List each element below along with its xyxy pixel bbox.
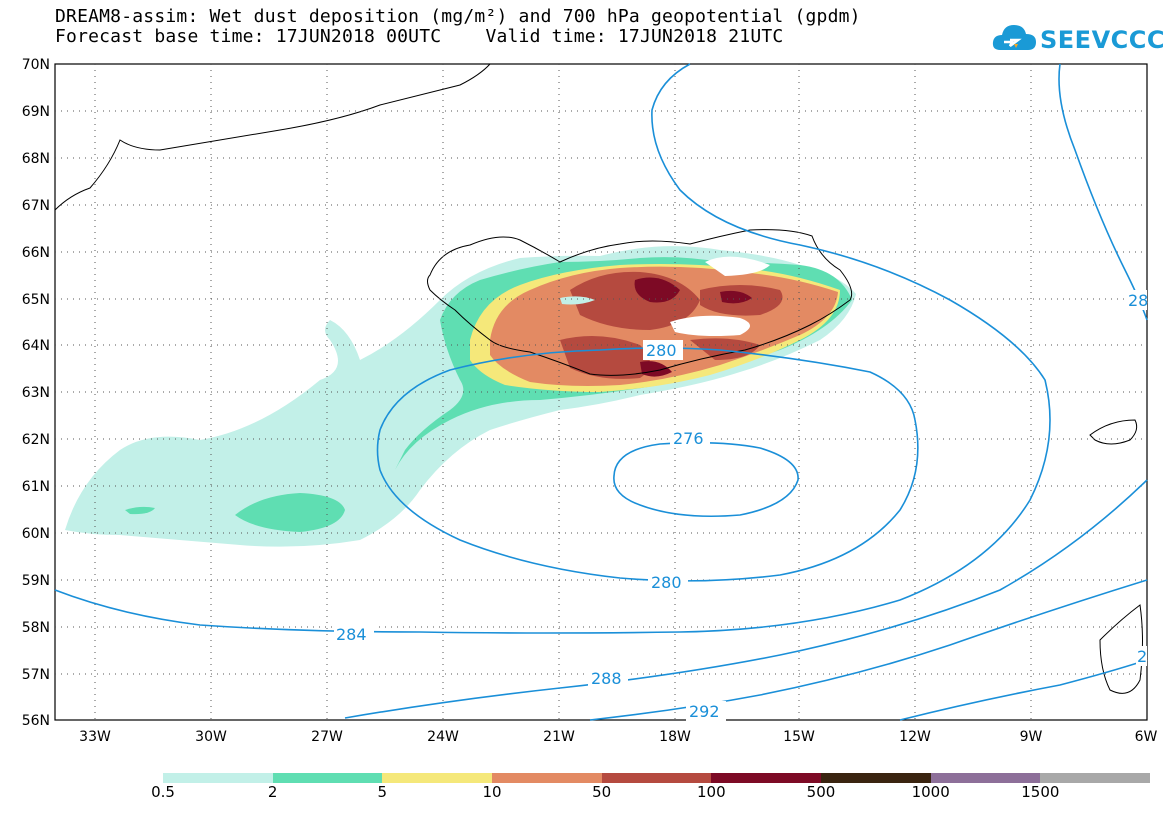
lon-label: 18W xyxy=(659,729,691,745)
logo-text: SEEVCCC xyxy=(1040,26,1165,54)
coastlines xyxy=(54,63,1143,694)
contour-label-292: 292 xyxy=(689,702,720,721)
legend-labels: 0.5 2 5 10 50 100 500 1000 1500 xyxy=(0,783,1175,807)
latitude-labels: 70N 69N 68N 67N 66N 65N 64N 63N 62N 61N … xyxy=(22,57,50,729)
legend-swatch-4 xyxy=(601,773,712,783)
legend-label: 5 xyxy=(377,783,388,801)
legend-label: 0.5 xyxy=(151,783,175,801)
lon-label: 21W xyxy=(543,729,575,745)
legend-label: 500 xyxy=(806,783,836,801)
lat-label: 56N xyxy=(22,713,50,729)
contour-276 xyxy=(613,441,799,518)
contour-label-288: 288 xyxy=(591,669,622,688)
lat-label: 68N xyxy=(22,151,50,167)
lon-label: 6W xyxy=(1135,729,1158,745)
legend-label: 100 xyxy=(697,783,726,801)
lat-label: 59N xyxy=(22,573,50,589)
lon-label: 9W xyxy=(1020,729,1043,745)
lat-label: 60N xyxy=(22,526,50,542)
lon-label: 12W xyxy=(899,729,931,745)
legend-swatch-5 xyxy=(711,773,822,783)
longitude-labels: 33W 30W 27W 24W 21W 18W 15W 12W 9W 6W xyxy=(79,729,1157,745)
contour-292 xyxy=(589,579,1148,721)
lat-label: 65N xyxy=(22,292,50,308)
dust-deposition-shading xyxy=(65,246,856,547)
legend-label: 50 xyxy=(592,783,612,801)
contour-288 xyxy=(344,479,1148,719)
lat-label: 70N xyxy=(22,57,50,73)
lat-label: 63N xyxy=(22,385,50,401)
contour-label-southeast: 2 xyxy=(1137,647,1147,666)
contour-280 xyxy=(376,347,919,582)
lon-label: 15W xyxy=(783,729,815,745)
legend-swatch-3 xyxy=(492,773,602,783)
lat-label: 66N xyxy=(22,245,50,261)
seevccc-logo: SEEVCCC xyxy=(990,20,1165,60)
cloud-icon xyxy=(992,25,1036,50)
contour-296 xyxy=(899,659,1148,721)
legend-label: 1000 xyxy=(911,783,950,801)
lat-label: 69N xyxy=(22,104,50,120)
legend-colorbar xyxy=(163,773,1151,783)
contour-label-280-south: 280 xyxy=(651,573,682,592)
lat-label: 62N xyxy=(22,432,50,448)
lat-label: 58N xyxy=(22,620,50,636)
contour-label-284: 284 xyxy=(336,625,367,644)
legend-swatch-6 xyxy=(821,773,931,783)
legend-swatch-1 xyxy=(272,773,383,783)
contour-labels: 280 276 280 284 288 292 28 2 xyxy=(334,290,1148,721)
legend-label: 2 xyxy=(267,783,278,801)
lat-label: 67N xyxy=(22,198,50,214)
chart-title-line-1: DREAM8-assim: Wet dust deposition (mg/m²… xyxy=(55,6,861,27)
lon-label: 33W xyxy=(79,729,111,745)
lat-label: 64N xyxy=(22,338,50,354)
lon-label: 27W xyxy=(311,729,343,745)
legend-label: 1500 xyxy=(1021,783,1060,801)
legend-swatch-2 xyxy=(382,773,493,783)
contour-label-276: 276 xyxy=(673,429,704,448)
lat-label: 61N xyxy=(22,479,50,495)
lon-label: 30W xyxy=(195,729,227,745)
contour-label-east: 28 xyxy=(1128,291,1148,310)
chart-title-line-2: Forecast base time: 17JUN2018 00UTC Vali… xyxy=(55,26,784,47)
legend-label: 10 xyxy=(482,783,502,801)
legend-swatch-8 xyxy=(1040,773,1151,783)
lon-label: 24W xyxy=(427,729,459,745)
legend-swatch-7 xyxy=(930,773,1041,783)
contour-label-280-north: 280 xyxy=(646,341,677,360)
lat-label: 57N xyxy=(22,667,50,683)
legend-swatch-0 xyxy=(163,773,273,783)
